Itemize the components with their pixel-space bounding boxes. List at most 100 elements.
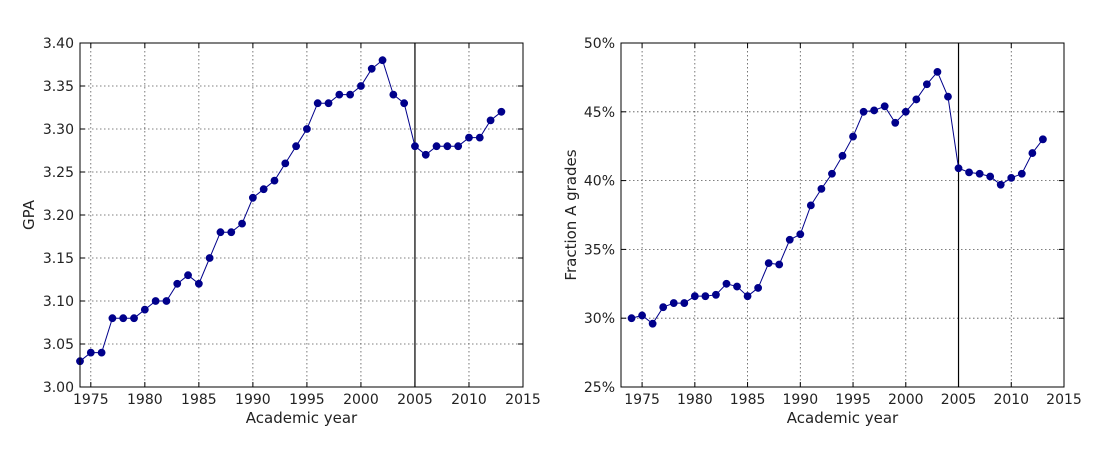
y-tick-label: 3.00 [43, 380, 74, 396]
y-tick-label: 50% [584, 36, 615, 52]
y-tick-label: 3.30 [43, 122, 74, 138]
x-tick-label: 1995 [289, 392, 325, 408]
data-point [259, 185, 268, 194]
data-point [638, 311, 646, 320]
x-tick-label: 1990 [782, 392, 818, 408]
y-axis-label: Fraction A grades [562, 149, 580, 280]
data-point [86, 348, 95, 357]
data-point [367, 64, 376, 73]
data-point [891, 118, 900, 127]
x-tick-label: 1980 [677, 392, 713, 408]
data-point [205, 254, 214, 262]
data-point [975, 169, 984, 178]
data-point [944, 92, 952, 101]
y-axis-label: GPA [20, 199, 38, 230]
data-point [227, 228, 236, 237]
data-point [357, 82, 365, 90]
data-point [733, 282, 741, 291]
data-point [184, 271, 192, 280]
data-point [785, 235, 794, 244]
x-tick-label: 2015 [505, 392, 541, 408]
data-point [764, 259, 773, 268]
data-point [922, 80, 931, 89]
data-point [313, 99, 322, 108]
data-point [743, 292, 752, 301]
data-point [870, 106, 879, 115]
data-point [194, 279, 203, 288]
data-point [1007, 173, 1016, 182]
data-point [690, 292, 699, 301]
x-tick-label: 2000 [343, 392, 379, 408]
x-tick-label: 2005 [397, 392, 433, 408]
data-point [324, 99, 333, 108]
x-tick-label: 2005 [941, 392, 977, 408]
data-point [1039, 135, 1047, 144]
data-point [996, 180, 1005, 189]
data-point [838, 151, 847, 160]
data-point [859, 107, 868, 116]
data-point [108, 314, 117, 323]
data-point [411, 142, 419, 151]
data-point [119, 314, 128, 323]
y-tick-label: 25% [584, 380, 615, 396]
x-tick-label: 1990 [235, 392, 271, 408]
data-point [817, 184, 826, 193]
x-tick-label: 1995 [835, 392, 871, 408]
data-point [162, 297, 171, 305]
plot-frame [620, 42, 1065, 388]
data-point [659, 303, 668, 312]
fraction-a-chart: 1975 1980 1985 1990 1995 2000 2005 2010 2015 25% 3… [562, 36, 1082, 427]
data-point [986, 172, 995, 181]
y-tick-label: 3.05 [43, 337, 74, 353]
x-tick-label: 1975 [624, 392, 660, 408]
y-tick-label: 3.25 [43, 165, 74, 181]
data-point [248, 193, 257, 202]
data-point [880, 102, 889, 111]
x-tick-label: 1980 [127, 392, 163, 408]
data-point [775, 260, 784, 269]
data-point [965, 168, 973, 177]
x-axis-label: Academic year [246, 409, 358, 427]
data-point [680, 299, 689, 307]
y-tick-label: 40% [584, 174, 615, 190]
data-point [954, 164, 963, 173]
plot-frame [79, 42, 524, 388]
data-point [454, 142, 463, 151]
y-tick-label: 45% [584, 105, 615, 121]
data-point [1028, 149, 1037, 157]
data-point [270, 176, 279, 185]
x-tick-label: 1985 [730, 392, 766, 408]
data-point [712, 290, 720, 299]
data-point [722, 279, 731, 288]
x-tick-label: 2000 [888, 392, 924, 408]
x-axis-label: Academic year [787, 409, 899, 427]
data-point [378, 56, 387, 65]
data-point [754, 284, 763, 292]
data-point [901, 107, 910, 116]
data-point [173, 279, 182, 288]
y-tick-label: 3.10 [43, 294, 74, 310]
data-point [486, 116, 495, 125]
data-point [933, 67, 942, 76]
y-tick-label: 30% [584, 311, 615, 327]
data-point [648, 319, 657, 328]
data-point [828, 169, 836, 178]
data-point [432, 142, 441, 151]
y-tick-label: 3.15 [43, 251, 74, 267]
data-point [796, 230, 805, 239]
data-point [701, 292, 710, 301]
data-point [443, 142, 452, 151]
data-point [303, 125, 311, 133]
series-line [79, 59, 502, 362]
x-tick-label: 2010 [451, 392, 487, 408]
data-point [281, 159, 290, 168]
data-point [346, 90, 355, 99]
x-tick-label: 1975 [73, 392, 109, 408]
data-point [389, 90, 398, 99]
data-point [140, 305, 149, 314]
data-point [335, 90, 344, 99]
y-tick-label: 3.35 [43, 79, 74, 95]
x-tick-label: 2010 [993, 392, 1029, 408]
y-tick-label: 3.20 [43, 208, 74, 224]
